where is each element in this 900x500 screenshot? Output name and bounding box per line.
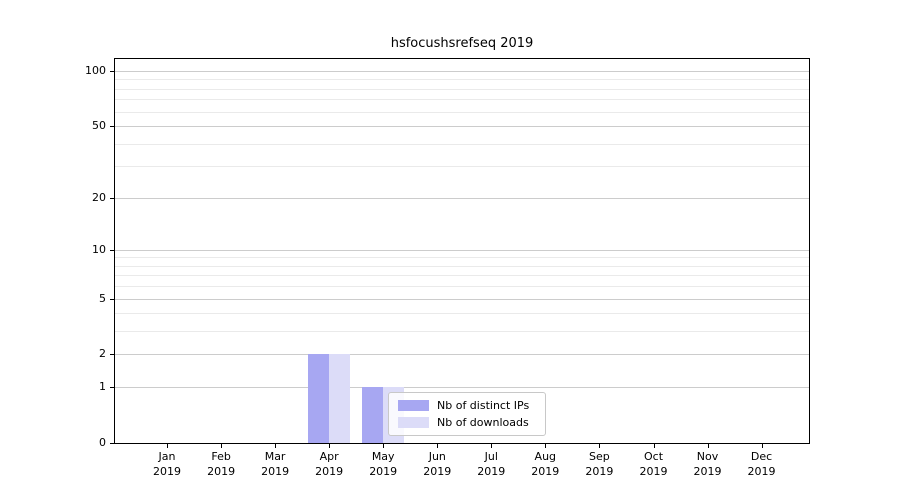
gridline-minor [115, 331, 809, 333]
gridline-major [115, 197, 809, 199]
y-tick-mark [110, 387, 114, 389]
y-tick-label: 1 [99, 380, 106, 394]
x-tick-mark [221, 444, 223, 448]
gridline-minor [115, 313, 809, 315]
x-tick-label-jun: Jun 2019 [410, 449, 464, 479]
y-tick-mark [110, 197, 114, 199]
x-tick-month: Jul [484, 450, 498, 463]
x-tick-mark [545, 444, 547, 448]
gridline-major [115, 70, 809, 72]
legend-label-distinct-ips: Nb of distinct IPs [437, 399, 530, 412]
x-tick-month: Dec [750, 450, 773, 463]
gridline-minor [115, 265, 809, 267]
y-tick-mark [110, 354, 114, 356]
x-tick-month: Sep [589, 450, 610, 463]
y-tick-label: 100 [85, 63, 106, 77]
gridline-minor [115, 99, 809, 101]
bar-distinct-ips-may [362, 387, 384, 443]
x-tick-month: Feb [211, 450, 231, 463]
gridline-minor [115, 286, 809, 288]
y-tick-mark [110, 298, 114, 300]
x-tick-label-jul: Jul 2019 [464, 449, 518, 479]
x-tick-label-dec: Dec 2019 [735, 449, 789, 479]
y-tick-label: 10 [92, 242, 106, 256]
x-tick-year: 2019 [531, 465, 560, 478]
gridline-major [115, 387, 809, 389]
x-tick-label-oct: Oct 2019 [627, 449, 681, 479]
x-tick-year: 2019 [747, 465, 776, 478]
x-tick-mark [761, 444, 763, 448]
gridline-major [115, 298, 809, 300]
x-tick-month: Jan [158, 450, 176, 463]
y-tick-mark [110, 70, 114, 72]
x-tick-year: 2019 [693, 465, 722, 478]
x-tick-month: Mar [264, 450, 286, 463]
x-tick-year: 2019 [639, 465, 668, 478]
y-tick-mark [110, 249, 114, 251]
bar-distinct-ips-apr [308, 354, 330, 443]
legend-item-downloads: Nb of downloads [398, 416, 539, 429]
legend-item-distinct-ips: Nb of distinct IPs [398, 399, 539, 412]
y-tick-mark [110, 126, 114, 127]
x-tick-label-feb: Feb 2019 [194, 449, 248, 479]
legend-swatch-downloads-icon [398, 417, 429, 428]
x-tick-label-jan: Jan 2019 [140, 449, 194, 479]
x-tick-month: Nov [696, 450, 719, 463]
plot-area [114, 58, 810, 444]
gridline-major [115, 126, 809, 127]
x-tick-month: Aug [534, 450, 557, 463]
legend: Nb of distinct IPs Nb of downloads [388, 392, 546, 436]
y-tick-label: 20 [92, 190, 106, 204]
x-tick-year: 2019 [585, 465, 614, 478]
x-tick-month: Apr [319, 450, 339, 463]
bar-downloads-apr [329, 354, 351, 443]
gridline-major [115, 249, 809, 251]
x-tick-label-nov: Nov 2019 [681, 449, 735, 479]
x-tick-month: Jun [428, 450, 446, 463]
legend-swatch-distinct-ips-icon [398, 400, 429, 411]
x-tick-label-aug: Aug 2019 [518, 449, 572, 479]
x-tick-mark [383, 444, 385, 448]
x-tick-label-may: May 2019 [356, 449, 410, 479]
x-tick-label-apr: Apr 2019 [302, 449, 356, 479]
x-tick-mark [329, 444, 331, 448]
x-tick-year: 2019 [207, 465, 236, 478]
gridline-minor [115, 88, 809, 90]
x-tick-year: 2019 [369, 465, 398, 478]
y-tick-label: 2 [99, 347, 106, 361]
x-tick-mark [437, 444, 439, 448]
x-tick-year: 2019 [477, 465, 506, 478]
y-tick-label: 5 [99, 291, 106, 305]
x-tick-mark [491, 444, 493, 448]
legend-label-downloads: Nb of downloads [437, 416, 529, 429]
x-tick-label-mar: Mar 2019 [248, 449, 302, 479]
x-tick-mark [167, 444, 168, 448]
x-tick-mark [275, 444, 277, 448]
x-tick-mark [599, 444, 601, 448]
gridline-minor [115, 111, 809, 113]
x-tick-year: 2019 [315, 465, 344, 478]
x-tick-mark [653, 444, 655, 448]
x-tick-mark [707, 444, 709, 448]
chart-title: hsfocushsrefseq 2019 [390, 36, 534, 51]
gridline-minor [115, 166, 809, 168]
x-tick-month: Oct [643, 450, 664, 463]
x-tick-year: 2019 [423, 465, 452, 478]
x-tick-year: 2019 [261, 465, 290, 478]
x-tick-label-sep: Sep 2019 [572, 449, 626, 479]
gridline-minor [115, 143, 809, 145]
gridline-minor [115, 257, 809, 259]
gridline-minor [115, 275, 809, 277]
gridline-minor [115, 79, 809, 81]
x-tick-month: May [371, 450, 395, 463]
y-tick-label: 50 [92, 119, 106, 132]
y-tick-label: 0 [99, 436, 106, 449]
x-tick-year: 2019 [153, 465, 181, 478]
y-tick-mark [110, 443, 114, 444]
gridline-major [115, 354, 809, 356]
